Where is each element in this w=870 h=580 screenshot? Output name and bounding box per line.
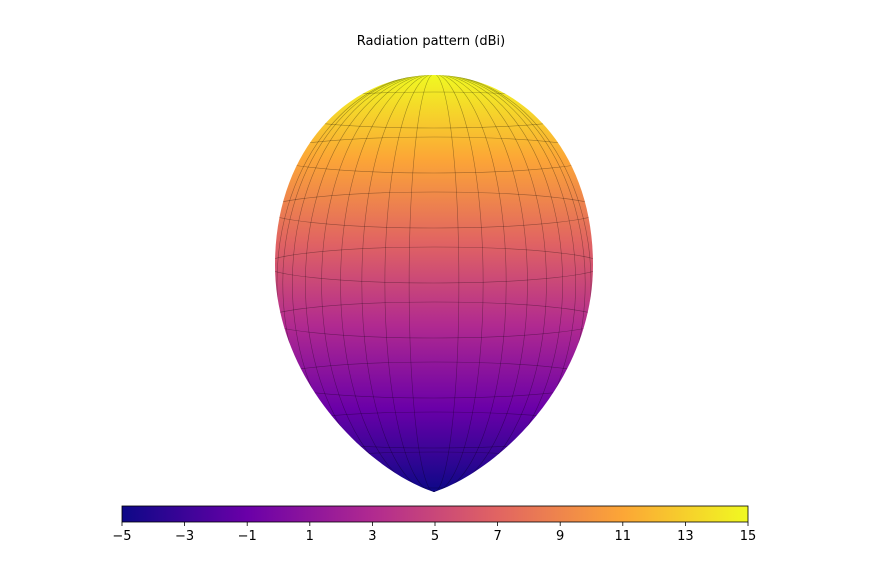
mesh-parallel <box>275 301 593 339</box>
mesh-meridian <box>292 75 576 492</box>
mesh-parallel <box>275 91 593 129</box>
mesh-meridian <box>276 75 592 492</box>
surface <box>275 75 593 492</box>
colorbar-tick-label: 13 <box>677 529 694 544</box>
mesh-meridian <box>340 75 528 492</box>
mesh-parallel <box>275 361 593 399</box>
chart-title: Radiation pattern (dBi) <box>357 34 505 49</box>
colorbar-tick-label: 7 <box>493 529 501 544</box>
surface-mesh <box>275 75 593 492</box>
mesh-meridian <box>282 75 586 492</box>
colorbar-tick-label: −3 <box>175 529 194 544</box>
colorbar-tick-label: 1 <box>306 529 314 544</box>
mesh-meridian <box>305 75 563 492</box>
colorbar-tick-label: 11 <box>615 529 632 544</box>
mesh-parallel <box>275 191 593 229</box>
mesh-meridian <box>384 75 484 492</box>
colorbar-tick-label: −1 <box>238 529 257 544</box>
colorbar-tick-label: 9 <box>556 529 564 544</box>
colorbar <box>121 505 749 523</box>
colorbar-tick-label: −5 <box>112 529 131 544</box>
mesh-parallel <box>275 411 593 449</box>
mesh-parallel <box>275 136 593 174</box>
colorbar-tick-label: 15 <box>740 529 757 544</box>
mesh-meridian <box>321 75 547 492</box>
mesh-parallel <box>275 451 593 489</box>
colorbar-tick-label: 3 <box>368 529 376 544</box>
mesh-meridian <box>408 75 460 492</box>
mesh-parallel <box>275 246 593 284</box>
colorbar-tick-label: 5 <box>431 529 439 544</box>
mesh-meridian <box>361 75 507 492</box>
